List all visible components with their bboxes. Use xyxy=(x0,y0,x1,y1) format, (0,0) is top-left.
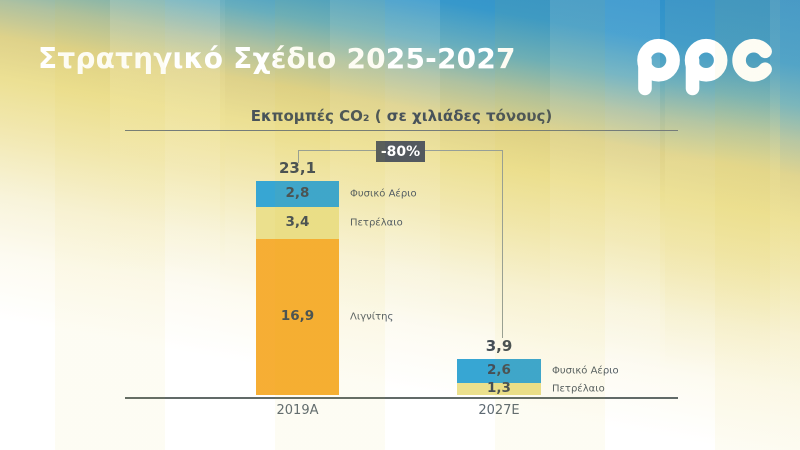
chart-title-rule xyxy=(125,130,678,131)
segment-side-label: Πετρέλαιο xyxy=(350,217,403,229)
x-axis-line xyxy=(125,397,678,399)
segment-value-label: 2,6 xyxy=(487,362,511,379)
x-axis-label-2019a: 2019A xyxy=(276,403,319,418)
bar-segment-oil: 3,4 Πετρέλαιο xyxy=(256,207,403,239)
segment-side-label: Πετρέλαιο xyxy=(552,383,605,395)
bar-segment-natural-gas: 2,6 Φυσικό Αέριο xyxy=(457,358,619,383)
bar-total-label: 3,9 xyxy=(485,336,513,355)
reduction-badge: -80% xyxy=(376,141,425,162)
bar-segment-natural-gas: 2,8 Φυσικό Αέριο xyxy=(256,181,417,207)
chart-title: Εκπομπές CO₂ ( σε χιλιάδες τόνους) xyxy=(250,107,553,125)
ppc-logo xyxy=(637,38,772,96)
reduction-bracket-stub xyxy=(298,150,299,163)
bar-total-label: 23,1 xyxy=(278,159,317,178)
segment-side-label: Φυσικό Αέριο xyxy=(350,188,417,200)
segment-value-label: 2,8 xyxy=(285,185,310,202)
bar-segment-oil: 1,3 Πετρέλαιο xyxy=(457,380,605,397)
segment-value-label: 1,3 xyxy=(487,380,511,397)
segment-side-label: Λιγνίτης xyxy=(350,311,394,323)
bar-2019a: 23,1 2,8 Φυσικό Αέριο 3,4 Πετρέλαιο 16,9… xyxy=(256,159,417,395)
bar-segment-lignite: 16,9 Λιγνίτης xyxy=(256,238,393,395)
bar-2027e: 3,9 2,6 Φυσικό Αέριο 1,3 Πετρέλαιο xyxy=(457,337,619,397)
slide-title: Στρατηγικό Σχέδιο 2025-2027 xyxy=(38,42,516,75)
segment-side-label: Φυσικό Αέριο xyxy=(552,365,619,377)
x-axis-label-2027e: 2027E xyxy=(478,403,520,418)
segment-value-label: 16,9 xyxy=(280,308,315,324)
segment-value-label: 3,4 xyxy=(285,214,310,230)
